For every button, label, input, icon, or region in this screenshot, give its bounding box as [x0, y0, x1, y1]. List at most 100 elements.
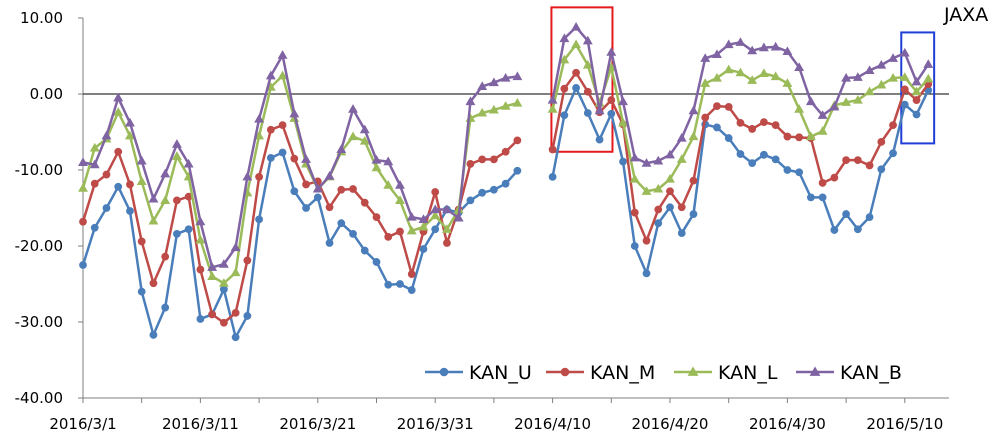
data-point: [148, 215, 159, 225]
data-point: [912, 110, 921, 119]
data-point: [794, 62, 805, 71]
data-point: [700, 53, 711, 62]
legend-marker: [809, 366, 821, 376]
data-point: [724, 103, 733, 111]
data-point: [290, 187, 299, 196]
data-point: [654, 205, 663, 214]
highlight-box: [550, 6, 614, 153]
data-point: [278, 121, 287, 130]
legend-label: KAN_B: [840, 362, 902, 384]
data-point: [771, 155, 780, 164]
data-point: [231, 333, 240, 342]
legend-label: KAN_L: [718, 362, 778, 384]
data-point: [125, 130, 135, 140]
legend-item: KAN_L: [674, 362, 778, 384]
data-point: [817, 110, 828, 119]
series-kan-b: [78, 22, 934, 271]
data-point: [735, 67, 746, 77]
data-point: [865, 161, 874, 170]
data-point: [266, 153, 275, 162]
data-point: [431, 225, 440, 234]
data-point: [478, 188, 487, 197]
data-point: [783, 132, 792, 141]
data-point: [114, 147, 123, 156]
data-point: [571, 39, 582, 49]
data-point: [770, 41, 781, 51]
data-point: [724, 134, 733, 142]
data-point: [583, 87, 592, 96]
data-point: [360, 246, 369, 255]
data-point: [371, 155, 382, 164]
data-point: [230, 242, 241, 252]
data-point: [876, 60, 887, 69]
data-point: [431, 188, 440, 196]
data-point: [771, 121, 780, 130]
data-point: [642, 236, 651, 245]
data-point: [665, 174, 675, 183]
legend-marker: [687, 366, 699, 376]
data-point: [184, 225, 193, 234]
data-point: [795, 168, 804, 177]
data-point: [418, 221, 429, 231]
x-tick-label: 2016/5/10: [866, 415, 943, 433]
data-point: [760, 118, 768, 127]
data-point: [441, 224, 452, 233]
data-point: [641, 158, 652, 167]
data-point: [219, 285, 228, 294]
data-point: [723, 39, 734, 49]
data-point: [79, 261, 87, 269]
data-point: [360, 198, 369, 207]
data-point: [430, 204, 441, 214]
data-point: [889, 149, 897, 158]
x-tick-label: 2016/3/21: [279, 415, 356, 433]
data-point: [630, 208, 639, 217]
data-point: [688, 131, 699, 141]
data-point: [641, 186, 652, 195]
data-point: [90, 223, 99, 232]
data-point: [396, 227, 404, 236]
data-point: [923, 59, 934, 68]
series-kan-m: [79, 68, 933, 327]
legend-marker: [439, 367, 449, 377]
legend-item: KAN_M: [546, 362, 655, 384]
data-point: [196, 265, 205, 274]
data-point: [900, 100, 909, 109]
data-point: [547, 104, 558, 113]
data-point: [195, 216, 206, 226]
data-point: [453, 212, 464, 222]
legend-label: KAN_U: [469, 362, 532, 384]
data-point: [877, 137, 886, 146]
data-point: [171, 139, 182, 148]
data-point: [594, 105, 605, 115]
data-point: [629, 152, 640, 162]
legend-marker: [560, 367, 570, 377]
data-point: [242, 171, 253, 181]
data-point: [559, 54, 570, 64]
data-point: [619, 157, 627, 166]
data-point: [230, 267, 241, 277]
data-point: [736, 150, 745, 158]
data-point: [302, 180, 310, 189]
series-line: [82, 53, 518, 269]
y-tick-label: -20.00: [15, 237, 63, 255]
data-point: [90, 179, 99, 188]
chart-series: [78, 22, 934, 342]
data-point: [101, 130, 112, 140]
data-point: [478, 155, 487, 164]
data-point: [817, 126, 828, 135]
data-point: [173, 229, 181, 238]
data-point: [149, 279, 158, 288]
x-tick-label: 2016/3/31: [397, 415, 474, 433]
data-point: [406, 212, 417, 221]
data-point: [595, 135, 604, 144]
data-point: [700, 78, 711, 87]
data-point: [372, 213, 381, 222]
data-point: [758, 68, 769, 78]
data-point: [805, 131, 816, 141]
x-tick-label: 2016/4/30: [749, 415, 826, 433]
data-point: [501, 147, 510, 156]
data-point: [923, 73, 934, 83]
data-point: [359, 136, 370, 145]
data-point: [266, 125, 275, 134]
data-point: [395, 180, 405, 189]
